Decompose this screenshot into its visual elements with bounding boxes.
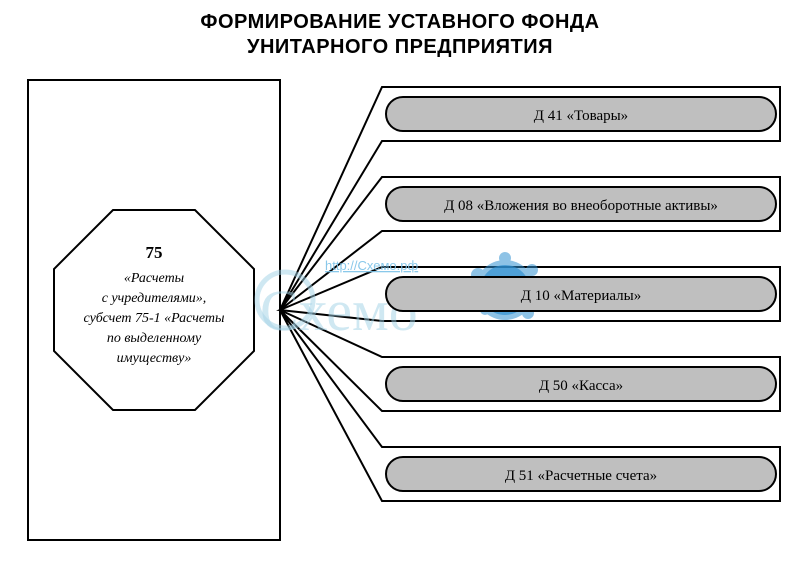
pill-3-label: Д 10 «Материалы» [521,288,641,304]
pill-group: Д 41 «Товары» Д 08 «Вложения во внеоборо… [386,97,776,491]
diagram-title: ФОРМИРОВАНИЕ УСТАВНОГО ФОНДА УНИТАРНОГО … [0,10,800,60]
title-line-2: УНИТАРНОГО ПРЕДПРИЯТИЯ [0,35,800,60]
octagon-line-5: имуществу» [117,351,192,366]
pill-3: Д 10 «Материалы» [386,277,776,311]
octagon-line-4: по выделенному [107,331,202,346]
pill-4-label: Д 50 «Касса» [539,378,623,394]
octagon-number: 75 [146,243,163,262]
pill-2: Д 08 «Вложения во внеоборотные активы» [386,187,776,221]
octagon-line-1: «Расчеты [124,271,184,286]
octagon-line-3: субсчет 75-1 «Расчеты [83,311,224,326]
pill-1: Д 41 «Товары» [386,97,776,131]
page: ФОРМИРОВАНИЕ УСТАВНОГО ФОНДА УНИТАРНОГО … [0,0,800,566]
diagram-svg: http://Схемо.рф Схемо РФ Д 41 «Товары» [0,70,800,560]
pill-1-label: Д 41 «Товары» [534,108,628,124]
pill-5: Д 51 «Расчетные счета» [386,457,776,491]
pill-2-label: Д 08 «Вложения во внеоборотные активы» [444,198,718,214]
octagon-line-2: с учредителями», [102,291,207,306]
octagon [54,210,254,410]
pill-5-label: Д 51 «Расчетные счета» [505,468,657,484]
watermark-link: http://Схемо.рф [325,258,419,273]
pill-4: Д 50 «Касса» [386,367,776,401]
title-line-1: ФОРМИРОВАНИЕ УСТАВНОГО ФОНДА [0,10,800,35]
